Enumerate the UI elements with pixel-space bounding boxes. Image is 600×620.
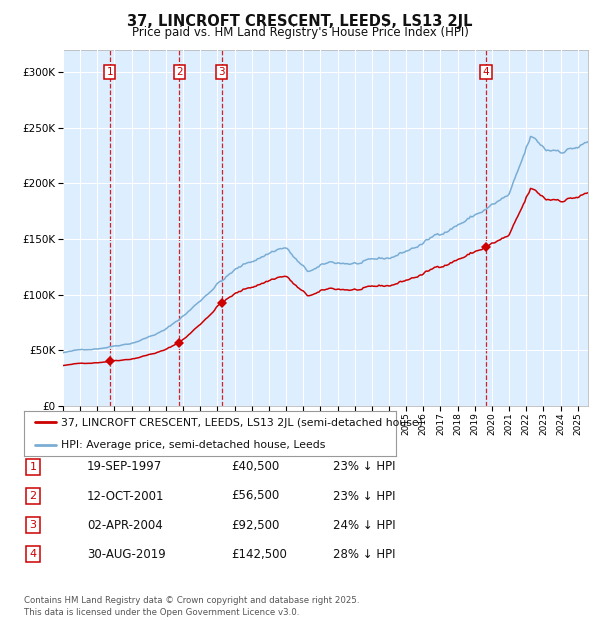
Text: 12-OCT-2001: 12-OCT-2001 <box>87 490 164 502</box>
Text: 3: 3 <box>29 520 37 530</box>
Text: 2: 2 <box>176 67 182 77</box>
Text: HPI: Average price, semi-detached house, Leeds: HPI: Average price, semi-detached house,… <box>61 440 326 451</box>
Text: 4: 4 <box>483 67 490 77</box>
Text: 23% ↓ HPI: 23% ↓ HPI <box>333 490 395 502</box>
Text: 19-SEP-1997: 19-SEP-1997 <box>87 461 162 473</box>
Text: 02-APR-2004: 02-APR-2004 <box>87 519 163 531</box>
Text: £56,500: £56,500 <box>231 490 279 502</box>
Text: 37, LINCROFT CRESCENT, LEEDS, LS13 2JL: 37, LINCROFT CRESCENT, LEEDS, LS13 2JL <box>127 14 473 29</box>
Text: 24% ↓ HPI: 24% ↓ HPI <box>333 519 395 531</box>
Text: 30-AUG-2019: 30-AUG-2019 <box>87 548 166 560</box>
Text: 2: 2 <box>29 491 37 501</box>
Text: £92,500: £92,500 <box>231 519 280 531</box>
Text: Price paid vs. HM Land Registry's House Price Index (HPI): Price paid vs. HM Land Registry's House … <box>131 26 469 39</box>
Text: Contains HM Land Registry data © Crown copyright and database right 2025.
This d: Contains HM Land Registry data © Crown c… <box>24 596 359 617</box>
Text: £40,500: £40,500 <box>231 461 279 473</box>
Text: £142,500: £142,500 <box>231 548 287 560</box>
Text: 28% ↓ HPI: 28% ↓ HPI <box>333 548 395 560</box>
Text: 4: 4 <box>29 549 37 559</box>
Text: 3: 3 <box>218 67 225 77</box>
Text: 23% ↓ HPI: 23% ↓ HPI <box>333 461 395 473</box>
Text: 1: 1 <box>106 67 113 77</box>
Text: 37, LINCROFT CRESCENT, LEEDS, LS13 2JL (semi-detached house): 37, LINCROFT CRESCENT, LEEDS, LS13 2JL (… <box>61 418 423 428</box>
Text: 1: 1 <box>29 462 37 472</box>
